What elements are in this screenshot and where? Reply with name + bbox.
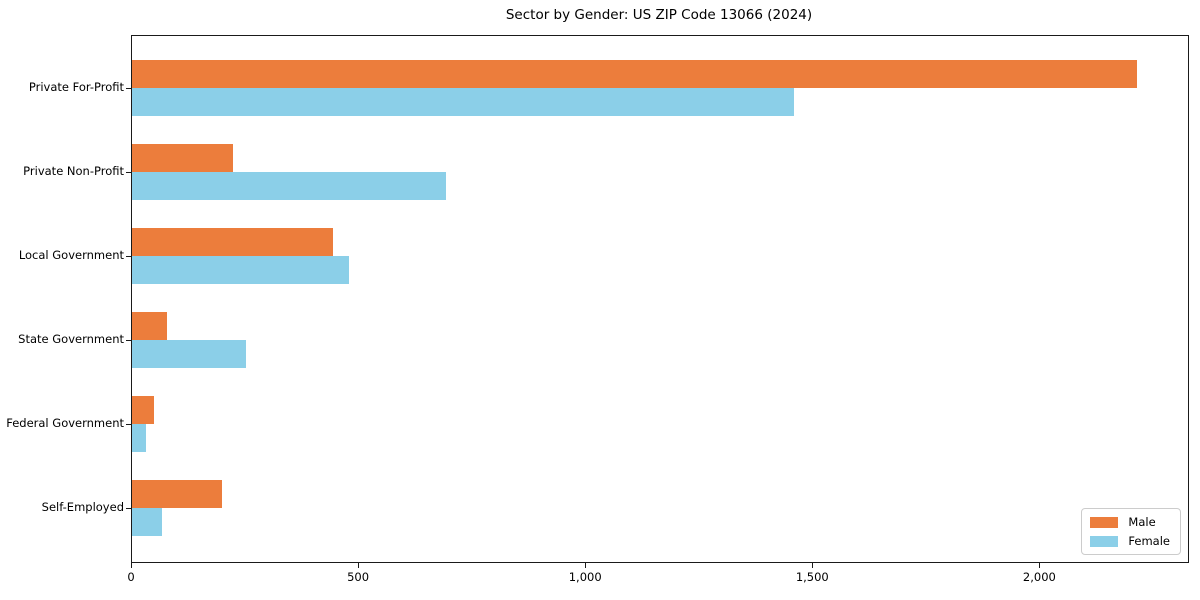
x-tick-mark: [130, 562, 132, 568]
legend-item-male: Male: [1090, 516, 1170, 528]
legend: Male Female: [1081, 508, 1181, 555]
legend-label-female: Female: [1128, 534, 1170, 548]
x-tick-mark: [357, 562, 360, 568]
legend-swatch-male-icon: [1090, 516, 1119, 528]
x-tick-mark: [811, 562, 814, 568]
bar-female-state-government: [132, 340, 246, 368]
bar-male-state-government: [132, 312, 167, 340]
plot-area: Male Female: [125, 35, 1189, 563]
x-tick-mark: [1038, 562, 1041, 568]
y-axis-labels: Private For-Profit Private Non-Profit Loca…: [0, 35, 124, 561]
bar-male-self-employed: [132, 480, 222, 508]
y-tick-mark: [125, 423, 131, 425]
legend-label-male: Male: [1128, 515, 1156, 529]
y-tick-mark: [125, 339, 131, 341]
x-tick-label-2000: 2,000: [1022, 570, 1056, 584]
x-tick-mark: [584, 562, 587, 568]
x-tick-label-1000: 1,000: [568, 570, 602, 584]
bar-male-federal-government: [132, 396, 154, 424]
bar-female-local-government: [132, 256, 349, 284]
bar-male-private-for-profit: [132, 60, 1137, 88]
bar-female-self-employed: [132, 508, 162, 536]
bar-female-private-for-profit: [132, 88, 794, 116]
y-tick-label-federal-government: Federal Government: [6, 416, 124, 430]
y-tick-mark: [125, 87, 131, 89]
y-tick-label-local-government: Local Government: [18, 248, 124, 262]
x-tick-label-1500: 1,500: [795, 570, 829, 584]
y-tick-mark: [125, 255, 131, 257]
x-tick-label-0: 0: [127, 570, 135, 584]
y-tick-mark: [125, 507, 131, 509]
bar-female-private-non-profit: [132, 172, 446, 200]
chart-title: Sector by Gender: US ZIP Code 13066 (202…: [505, 7, 813, 23]
y-tick-label-private-non-profit: Private Non-Profit: [23, 164, 124, 178]
y-tick-label-state-government: State Government: [18, 332, 124, 346]
x-axis: 0 500 1,000 1,500 2,000: [127, 562, 1187, 600]
y-tick-mark: [125, 171, 131, 173]
y-tick-label-private-for-profit: Private For-Profit: [28, 80, 124, 94]
y-tick-label-self-employed: Self-Employed: [41, 500, 124, 514]
bar-male-local-government: [132, 228, 333, 256]
x-tick-label-500: 500: [347, 570, 370, 584]
bar-male-private-non-profit: [132, 144, 233, 172]
legend-item-female: Female: [1090, 535, 1170, 547]
bar-female-federal-government: [132, 424, 146, 452]
legend-swatch-female-icon: [1090, 535, 1119, 547]
